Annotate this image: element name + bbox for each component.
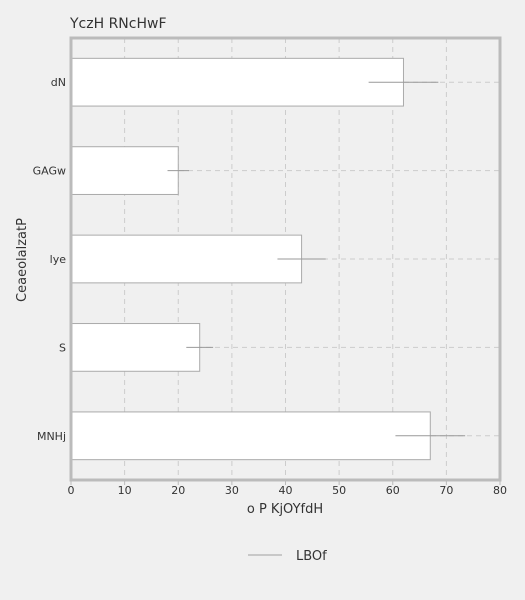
category-label-0: dN xyxy=(51,76,66,89)
x-tick-label-4: 40 xyxy=(279,484,293,497)
bar-1 xyxy=(70,146,179,195)
x-tick-label-5: 50 xyxy=(332,484,346,497)
error-bars xyxy=(167,81,466,437)
bar-3 xyxy=(70,323,201,372)
bar-2 xyxy=(70,234,303,284)
x-tick-label-8: 80 xyxy=(493,484,507,497)
x-tick-label-6: 60 xyxy=(386,484,400,497)
legend-label: LBOf xyxy=(296,549,327,564)
x-tick-label-3: 30 xyxy=(225,484,239,497)
legend: LBOf xyxy=(248,549,327,564)
x-axis-label: o P KjOYfdH xyxy=(247,502,323,517)
x-tick-label-0: 0 xyxy=(68,484,75,497)
chart-title: YczH RNcHwF xyxy=(69,16,167,32)
bars xyxy=(70,57,431,461)
x-axis-ticks: 0 10 20 30 40 50 60 70 80 xyxy=(68,480,507,497)
y-axis-categories: dN GAGw lye S MNHj xyxy=(33,76,67,443)
x-tick-label-1: 10 xyxy=(118,484,132,497)
x-tick-label-7: 70 xyxy=(439,484,453,497)
bar-4 xyxy=(70,411,431,461)
category-label-2: lye xyxy=(50,253,67,266)
y-axis-label: CeaeolalzatP xyxy=(15,218,30,302)
x-tick-label-2: 20 xyxy=(171,484,185,497)
category-label-1: GAGw xyxy=(33,165,66,178)
bar-0 xyxy=(70,57,404,107)
category-label-4: MNHj xyxy=(37,430,66,443)
category-label-3: S xyxy=(59,341,66,354)
